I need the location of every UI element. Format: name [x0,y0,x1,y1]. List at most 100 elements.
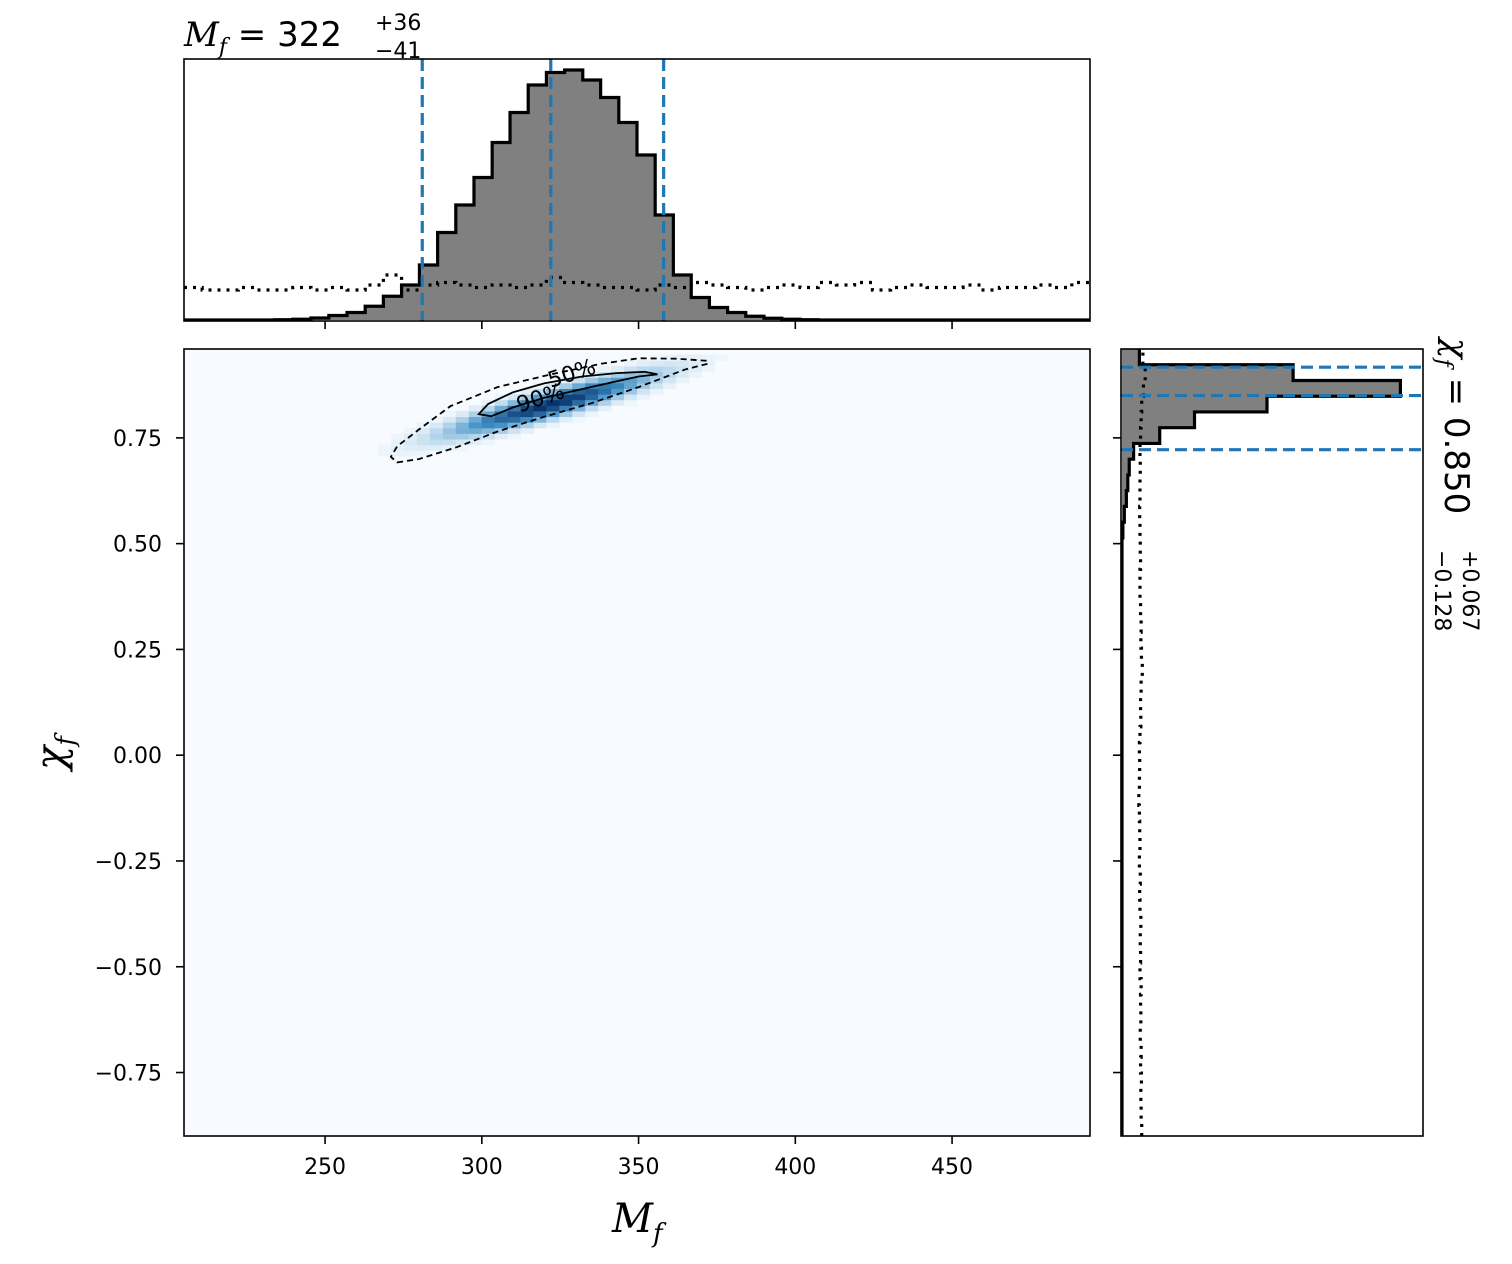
density-cell [520,393,535,401]
density-cell [611,399,625,406]
density-cell [533,422,547,429]
density-cell [675,377,690,384]
density-cell [559,410,573,418]
density-cell [533,410,547,418]
density-cell [546,399,560,406]
density-cell [688,360,703,367]
density-cell [572,399,586,406]
density-cell [468,410,483,418]
density-cell [598,377,612,384]
density-cell [404,438,418,446]
density-cell [404,450,418,457]
x-axis-label: Mf [611,1196,667,1249]
spin-posterior-fill [1122,349,1401,1136]
x-axis-label-subscript: f [651,1219,667,1249]
density-cell [598,405,612,412]
joint-density-panel: 50%90% 250 300 350 400 450 −0.75 −0.50 −0.25 0.0… [95,348,1091,1180]
spin-title-plus: +0.067 [1457,550,1482,631]
density-cell [611,365,625,373]
density-cell [675,360,690,367]
density-cell [520,416,535,423]
mass-posterior-outline [184,68,1090,321]
density-cell [429,416,444,423]
density-cell [442,427,457,434]
mass-title-plus: +36 [375,11,421,36]
density-cell [455,433,470,440]
density-cell [378,444,392,451]
density-cell [637,377,651,384]
density-cell [468,427,483,434]
density-cell [637,382,651,389]
density-cell [494,433,509,440]
spin-marginal-frame [1120,348,1424,1137]
density-cell [585,410,599,418]
density-cell [662,360,677,367]
spin-marginal-content [1121,349,1423,1136]
mass-title-equals: = [227,15,277,55]
density-cell [546,422,560,429]
density-cell [468,416,483,423]
density-cell [429,433,444,440]
mass-title-median: 322 [277,15,342,55]
density-cell [533,388,547,395]
density-cell [481,422,496,429]
joint-density-frame [183,348,1091,1137]
density-cell [572,388,586,395]
density-cell [649,360,664,367]
spin-title-median: 0.850 [1436,417,1476,514]
density-cell [429,444,444,451]
density-cell [455,444,470,451]
density-cell [611,388,625,395]
density-cell [546,405,560,412]
density-cell [507,393,522,401]
density-cell [585,371,599,378]
density-cell [662,377,677,384]
density-cell [637,360,651,367]
density-cell [442,438,457,446]
density-cell [701,365,716,373]
y-tick-label: 0.00 [113,744,162,769]
density-cell [494,427,509,434]
x-tick-label: 400 [774,1155,816,1180]
svg-text:χf = 0.850: χf = 0.850 [1431,336,1476,514]
density-cell [624,399,638,406]
density-cell [494,422,509,429]
density-cell [455,422,470,429]
density-cell [598,382,612,389]
density-cell [559,382,573,389]
density-cell [404,444,418,451]
mass-marginal-frame [183,58,1091,322]
density-cell [520,388,535,395]
density-cell [429,427,444,434]
density-cell [572,410,586,418]
density-cell [481,416,496,423]
density-cell [559,416,573,423]
density-cell [675,365,690,373]
density-cell [675,371,690,378]
density-cell [546,393,560,401]
density-cell [520,410,535,418]
density-cell [624,388,638,395]
density-cell [688,371,703,378]
density-cell [624,393,638,401]
mass-marginal-content [184,59,1090,321]
density-cell [572,393,586,401]
density-cell [598,388,612,395]
density-cell [598,399,612,406]
density-cell [637,388,651,395]
density-cell [481,433,496,440]
density-cell [494,410,509,418]
density-cell [688,365,703,373]
density-cell [455,427,470,434]
density-cell [391,450,405,457]
density-cell [624,360,638,367]
density-cell [455,410,470,418]
density-cell [624,365,638,373]
x-tick-label: 350 [618,1155,660,1180]
y-axis-label-symbol: χ [28,743,74,773]
mass-title-minus: −41 [375,39,421,64]
density-cell [598,393,612,401]
density-cell [585,388,599,395]
density-cell [391,433,405,440]
density-cell [507,405,522,412]
